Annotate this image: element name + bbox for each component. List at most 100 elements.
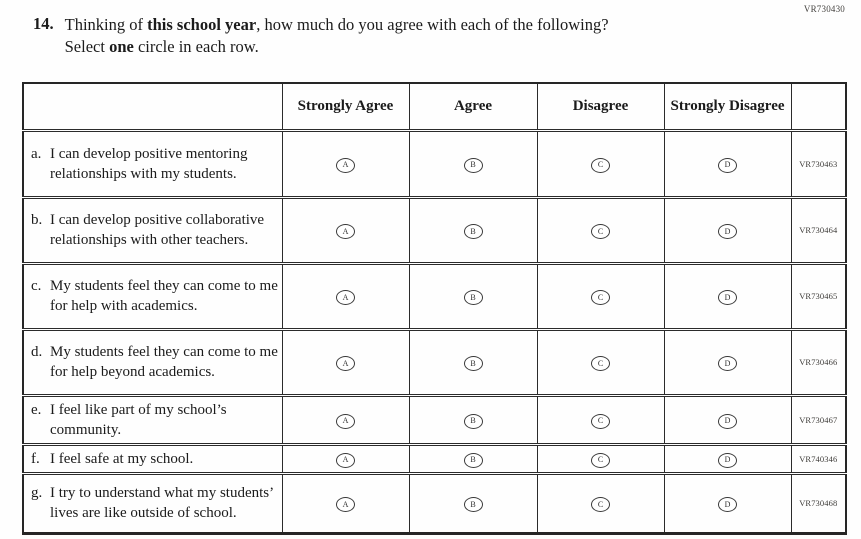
question-instruction-post: circle in each row. <box>133 37 259 56</box>
statement-cell: d. My students feel they can come to me … <box>22 328 283 396</box>
answer-bubble-b[interactable]: B <box>463 157 483 173</box>
question-instruction-bold: one <box>109 37 134 56</box>
form-code-cell: VR730466 <box>790 328 847 396</box>
option-cell-strongly-disagree: D <box>663 472 792 534</box>
option-cell-strongly-agree: A <box>281 443 410 474</box>
option-cell-strongly-agree: A <box>281 262 410 330</box>
option-cell-strongly-disagree: D <box>663 394 792 445</box>
answer-bubble-c[interactable]: C <box>591 157 610 173</box>
row-letter: f. <box>31 450 40 467</box>
row-statement: My students feel they can come to me for… <box>50 278 278 314</box>
answer-bubble-d[interactable]: D <box>718 224 737 240</box>
answer-bubble-a[interactable]: A <box>336 224 355 240</box>
option-cell-disagree: C <box>536 472 665 534</box>
answer-bubble-a[interactable]: A <box>336 290 355 306</box>
statement-cell: c. My students feel they can come to me … <box>22 262 283 330</box>
question-block: 14. Thinking of this school year, how mu… <box>33 14 609 58</box>
agreement-matrix-table: Strongly Agree Agree Disagree Strongly D… <box>22 82 847 535</box>
statement-cell: e. I feel like part of my school’s commu… <box>22 394 283 445</box>
option-cell-agree: B <box>408 443 538 474</box>
table-row-c: c. My students feel they can come to me … <box>22 262 847 330</box>
form-code-cell: VR730467 <box>790 394 847 445</box>
question-intro-bold: this school year <box>147 15 257 34</box>
column-header-agree: Agree <box>408 82 538 131</box>
answer-bubble-c[interactable]: C <box>591 224 610 240</box>
row-statement: I try to understand what my students’ li… <box>50 485 274 521</box>
option-cell-agree: B <box>408 394 538 445</box>
row-statement: I feel safe at my school. <box>50 450 194 467</box>
option-cell-disagree: C <box>536 394 665 445</box>
answer-bubble-a[interactable]: A <box>336 497 355 513</box>
option-cell-disagree: C <box>536 129 665 198</box>
option-cell-strongly-disagree: D <box>663 196 792 264</box>
option-cell-strongly-disagree: D <box>663 443 792 474</box>
column-header-disagree: Disagree <box>536 82 665 131</box>
option-cell-disagree: C <box>536 196 665 264</box>
answer-bubble-d[interactable]: D <box>718 413 737 429</box>
answer-bubble-b[interactable]: B <box>463 224 483 240</box>
form-code: VR730468 <box>799 498 838 508</box>
option-cell-strongly-disagree: D <box>663 262 792 330</box>
header-empty-code <box>790 82 847 131</box>
answer-bubble-d[interactable]: D <box>718 157 737 173</box>
statement-cell: b. I can develop positive collaborative … <box>22 196 283 264</box>
answer-bubble-d[interactable]: D <box>718 290 737 306</box>
row-statement: My students feel they can come to me for… <box>50 344 278 380</box>
answer-bubble-a[interactable]: A <box>336 413 355 429</box>
answer-bubble-b[interactable]: B <box>463 290 483 306</box>
answer-bubble-a[interactable]: A <box>336 356 355 372</box>
question-instruction-pre: Select <box>64 37 110 56</box>
question-intro-post: , how much do you agree with each of the… <box>256 15 609 34</box>
answer-bubble-d[interactable]: D <box>718 497 737 513</box>
table-row-d: d. My students feel they can come to me … <box>22 328 847 396</box>
option-cell-agree: B <box>408 129 538 198</box>
option-cell-agree: B <box>408 196 538 264</box>
option-cell-disagree: C <box>536 443 665 474</box>
row-letter: c. <box>31 278 42 294</box>
form-code: VR730466 <box>799 357 838 367</box>
option-cell-strongly-agree: A <box>281 472 410 534</box>
form-code-cell: VR730468 <box>790 472 847 534</box>
answer-bubble-c[interactable]: C <box>591 290 610 306</box>
option-cell-strongly-disagree: D <box>663 129 792 198</box>
answer-bubble-c[interactable]: C <box>591 356 610 372</box>
option-cell-agree: B <box>408 262 538 330</box>
table-row-g: g. I try to understand what my students’… <box>22 472 847 534</box>
answer-bubble-c[interactable]: C <box>591 452 610 468</box>
answer-bubble-a[interactable]: A <box>336 157 355 173</box>
form-code: VR730467 <box>799 414 838 425</box>
header-empty-statement <box>22 82 283 131</box>
table-row-a: a. I can develop positive mentoring rela… <box>22 129 847 198</box>
row-letter: g. <box>31 485 43 501</box>
statement-cell: f. I feel safe at my school. <box>22 443 283 474</box>
question-number: 14. <box>33 14 54 33</box>
table-row-f: f. I feel safe at my school. A B C D VR7… <box>22 443 847 474</box>
form-code: VR730464 <box>799 225 838 235</box>
option-cell-strongly-disagree: D <box>663 328 792 396</box>
answer-bubble-c[interactable]: C <box>591 413 610 429</box>
answer-bubble-d[interactable]: D <box>718 356 737 372</box>
form-code: VR730463 <box>799 158 838 169</box>
row-letter: a. <box>31 145 42 162</box>
option-cell-strongly-agree: A <box>281 394 410 445</box>
option-cell-agree: B <box>408 328 538 396</box>
row-letter: e. <box>31 401 42 418</box>
answer-bubble-b[interactable]: B <box>463 356 483 372</box>
option-cell-disagree: C <box>536 328 665 396</box>
answer-bubble-a[interactable]: A <box>336 452 355 468</box>
option-cell-strongly-agree: A <box>281 129 410 198</box>
column-header-strongly-disagree: Strongly Disagree <box>663 82 792 131</box>
form-code-cell: VR730464 <box>790 196 847 264</box>
answer-bubble-b[interactable]: B <box>463 497 483 513</box>
option-cell-strongly-agree: A <box>281 196 410 264</box>
row-letter: d. <box>31 344 43 360</box>
header-row: Strongly Agree Agree Disagree Strongly D… <box>22 82 847 131</box>
answer-bubble-b[interactable]: B <box>463 452 483 468</box>
question-intro-pre: Thinking of <box>64 15 148 34</box>
answer-bubble-c[interactable]: C <box>591 497 610 513</box>
answer-bubble-b[interactable]: B <box>463 413 483 429</box>
statement-cell: a. I can develop positive mentoring rela… <box>22 129 283 198</box>
answer-bubble-d[interactable]: D <box>718 452 737 468</box>
row-statement: I feel like part of my school’s communit… <box>50 401 227 438</box>
